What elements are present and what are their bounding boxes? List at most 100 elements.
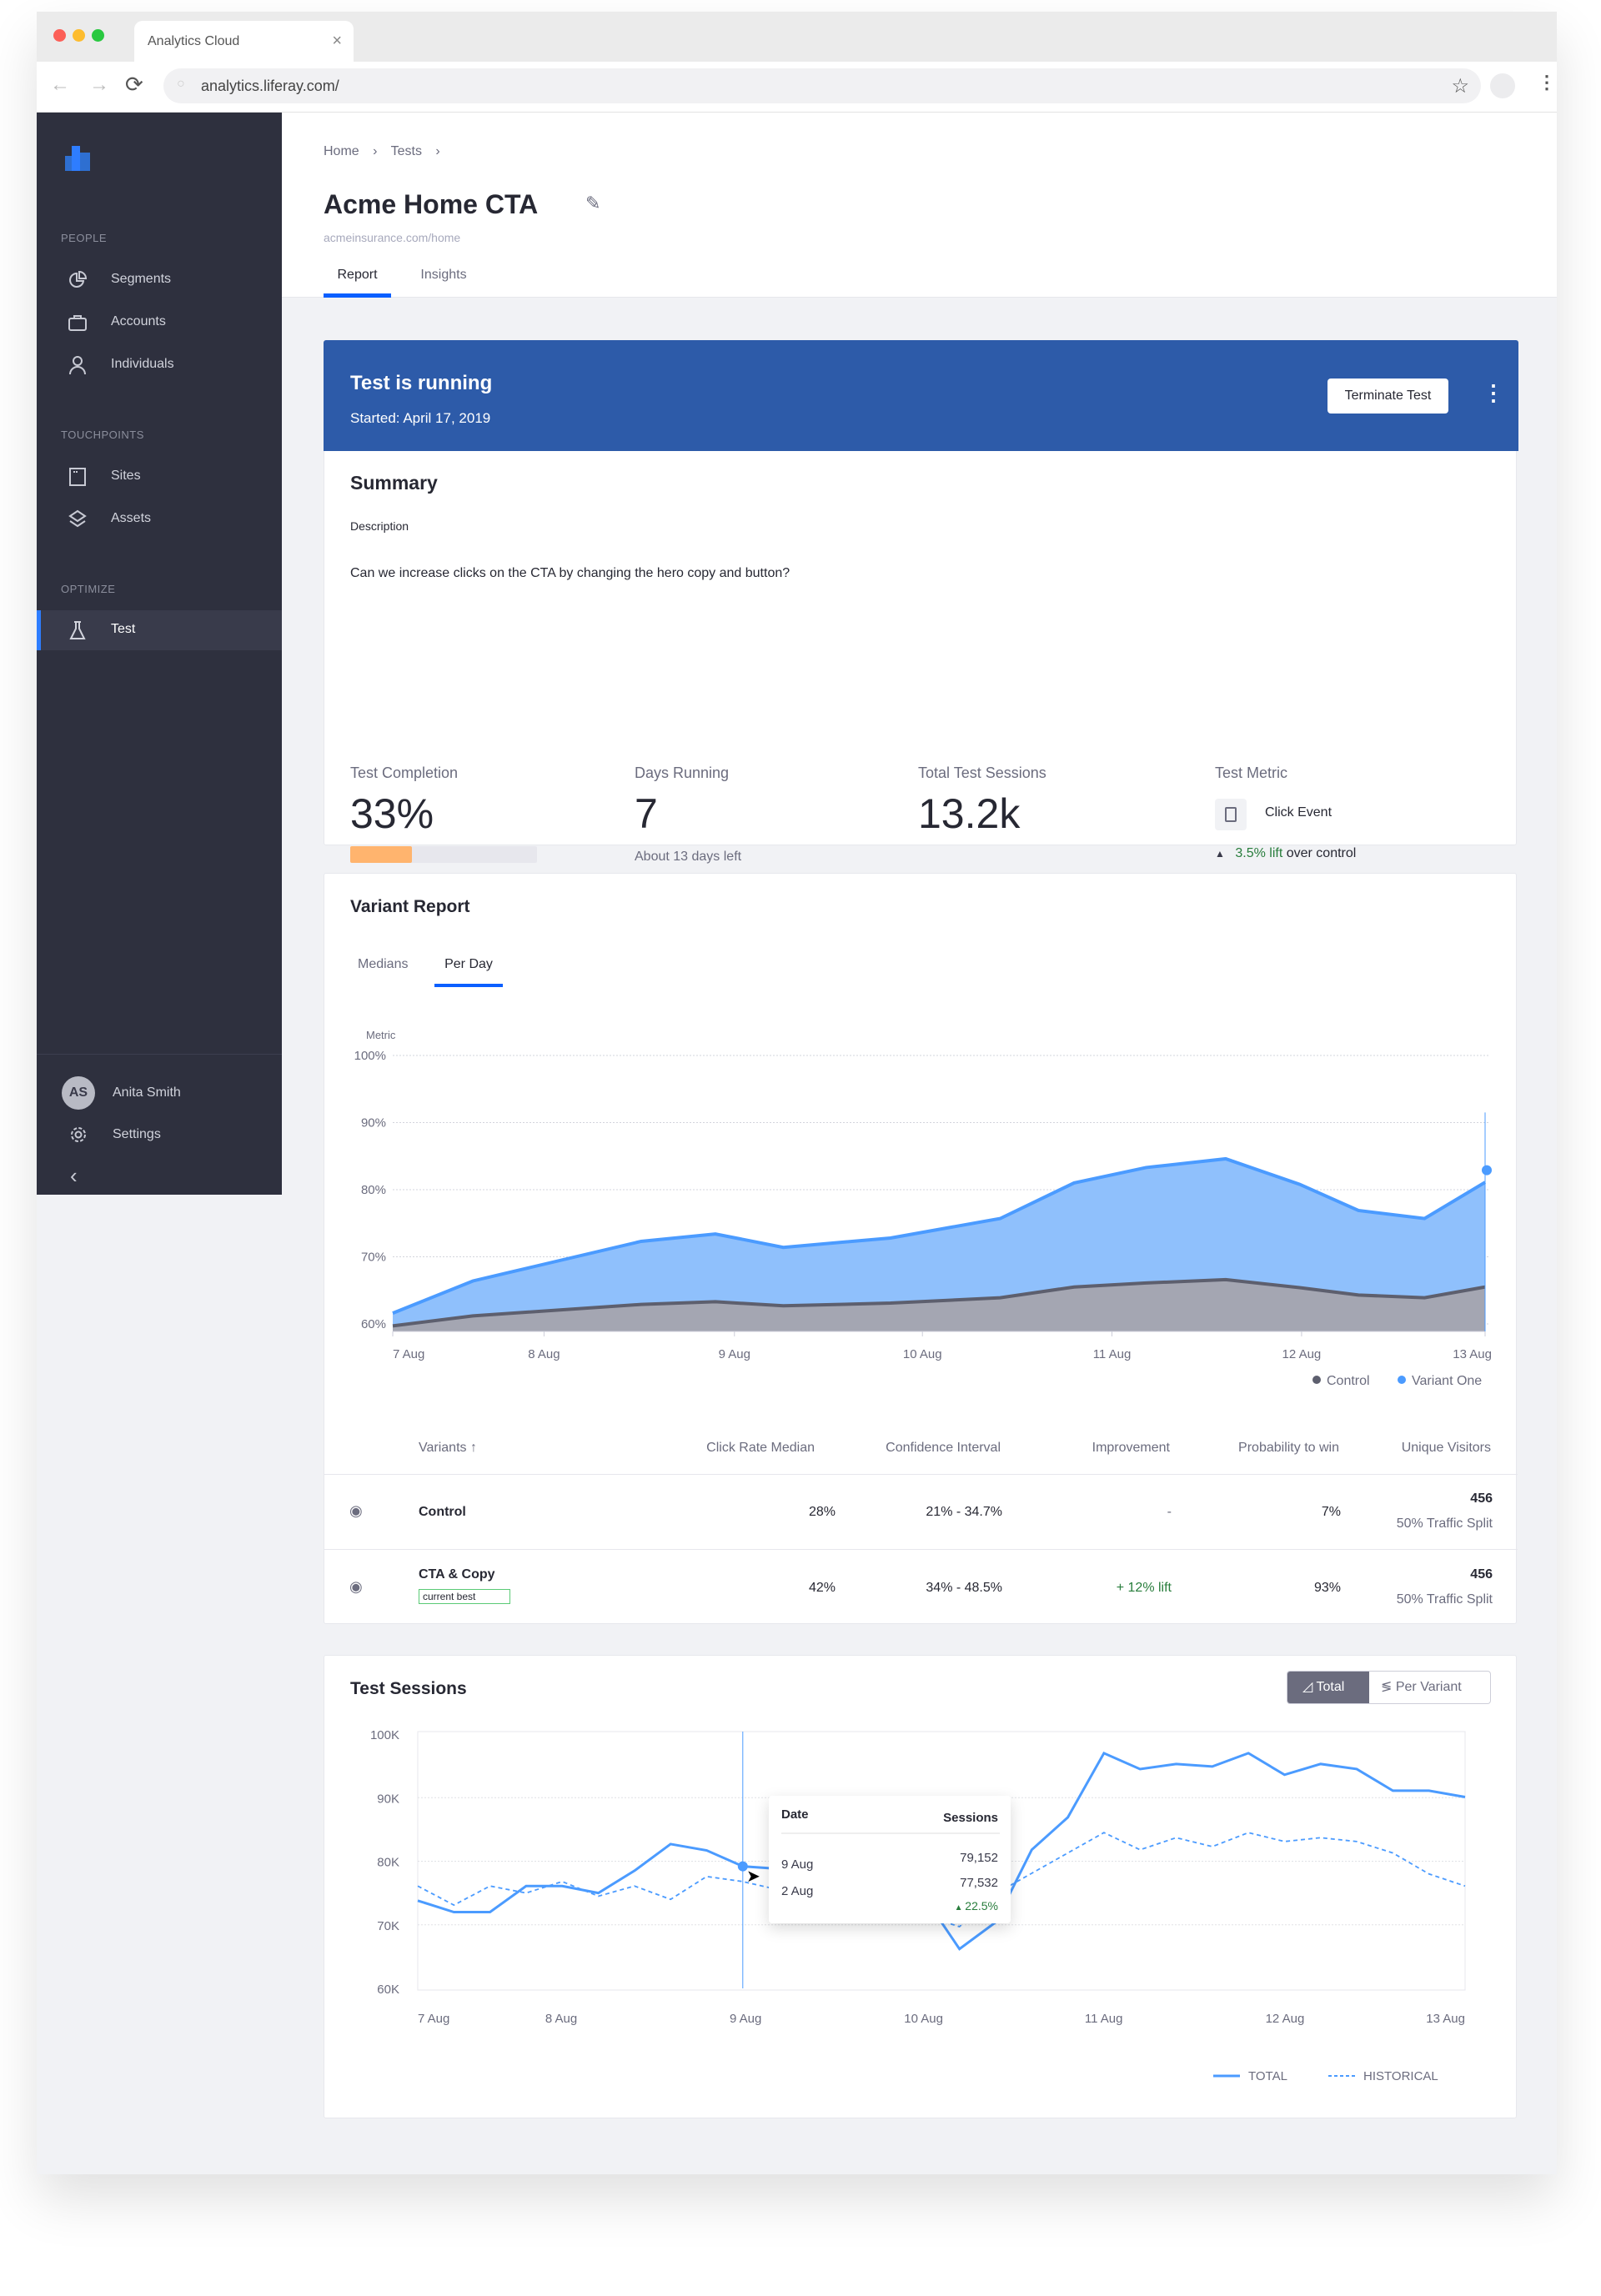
browser-menu-icon[interactable]: ⋮ (1538, 72, 1556, 93)
unique-visitors: 456 (1470, 1567, 1493, 1582)
mouse-cursor-icon: ➤ (746, 1867, 760, 1886)
traffic-split: 50% Traffic Split (1396, 1592, 1493, 1607)
header-click-rate-median[interactable]: Click Rate Median (706, 1441, 815, 1455)
tab-per-day[interactable]: Per Day (434, 957, 503, 987)
eye-icon[interactable]: ◉ (349, 1502, 363, 1519)
settings-link[interactable]: Settings (113, 1127, 161, 1141)
y-tick-label: 90% (361, 1116, 386, 1130)
legend-control-dot (1312, 1376, 1321, 1384)
y-tick-label: 100% (354, 1049, 386, 1063)
area-chart-icon: ◿ (1302, 1680, 1317, 1694)
search-icon: ○ (177, 77, 185, 91)
sidebar-item-label: Test (111, 622, 136, 636)
tab-insights[interactable]: Insights (420, 268, 467, 282)
tooltip-value: 77,532 (960, 1876, 998, 1890)
header-variants-label: Variants (419, 1441, 467, 1455)
edit-pencil-icon[interactable]: ✎ (585, 193, 601, 213)
variant-one-line (392, 1156, 1487, 1315)
control-area (393, 1279, 1485, 1331)
lift-suffix: over control (1286, 846, 1357, 860)
briefcase-icon (68, 315, 87, 331)
tab-medians[interactable]: Medians (358, 957, 409, 971)
browser-tab[interactable]: Analytics Cloud × (134, 21, 354, 63)
gear-icon (71, 1127, 86, 1142)
sidebar-item-individuals[interactable]: Individuals (37, 345, 282, 385)
sidebar-item-label: Sites (111, 469, 141, 483)
toggle-total-label: Total (1316, 1680, 1345, 1694)
completion-value: 33% (350, 790, 434, 837)
completion-label: Test Completion (350, 764, 459, 781)
header-probability-to-win[interactable]: Probability to win (1238, 1441, 1339, 1455)
tab-report[interactable]: Report (324, 259, 391, 298)
terminate-test-button[interactable]: Terminate Test (1327, 378, 1448, 414)
star-icon[interactable]: ☆ (1451, 75, 1469, 98)
toggle-per-variant-label: Per Variant (1395, 1680, 1462, 1694)
y-tick-label: 100K (370, 1728, 399, 1742)
kebab-menu-icon[interactable]: ⋮ (1483, 380, 1504, 405)
profile-avatar[interactable] (1490, 73, 1515, 98)
confidence-interval: 21% - 34.7% (926, 1505, 1002, 1519)
toggle-per-variant[interactable]: ≶ Per Variant (1369, 1672, 1490, 1703)
section-label-people: PEOPLE (61, 232, 108, 244)
sidebar-item-accounts[interactable]: Accounts (37, 303, 282, 343)
x-tick-label: 7 Aug (393, 1347, 424, 1361)
tooltip-divider (781, 1832, 1000, 1834)
click-rate-median: 42% (808, 1581, 836, 1595)
sidebar-item-segments[interactable]: Segments (37, 260, 282, 300)
close-window-button[interactable] (53, 29, 66, 42)
total-sessions-label: Total Test Sessions (918, 764, 1046, 781)
user-icon (69, 356, 86, 375)
maximize-window-button[interactable] (92, 29, 104, 42)
url-input[interactable]: ○ analytics.liferay.com/ ☆ (163, 68, 1481, 103)
sidebar-item-assets[interactable]: Assets (37, 499, 282, 539)
sidebar-item-test[interactable]: Test (37, 610, 282, 650)
historical-line (417, 1832, 1466, 1928)
probability-to-win: 7% (1321, 1505, 1341, 1519)
completion-progress-fill (350, 846, 412, 863)
header-confidence-interval[interactable]: Confidence Interval (886, 1441, 1001, 1455)
avatar[interactable]: AS (62, 1076, 95, 1110)
variant-per-day-chart: Metric 100% 90% 80% 70% 60% 7 Aug 8 Aug 9 Aug 10 … (354, 1029, 1492, 1388)
address-bar-row: ← → ⟳ ○ analytics.liferay.com/ ☆ ⋮ (37, 62, 1557, 113)
x-tick-label: 8 Aug (528, 1347, 560, 1361)
header-improvement[interactable]: Improvement (1092, 1441, 1170, 1455)
tooltip-change: ▲ 22.5% (955, 1899, 998, 1912)
breadcrumb-home[interactable]: Home (324, 144, 359, 158)
main-content: Home › Tests › Acme Home CTA ✎ acmeinsur… (282, 113, 1557, 2174)
page-title: Acme Home CTA (324, 189, 539, 219)
legend-control-label: Control (1327, 1374, 1370, 1388)
logo-icon (65, 146, 90, 171)
legend-variant-one-dot (1398, 1376, 1406, 1384)
forward-icon[interactable]: → (89, 73, 109, 96)
user-name[interactable]: Anita Smith (113, 1085, 181, 1100)
minimize-window-button[interactable] (73, 29, 85, 42)
collapse-sidebar-icon[interactable]: ‹ (70, 1163, 78, 1188)
x-tick-label: 13 Aug (1426, 2012, 1465, 2026)
test-metric-value: Click Event (1265, 805, 1332, 820)
header-unique-visitors[interactable]: Unique Visitors (1401, 1441, 1491, 1455)
variant-report-title: Variant Report (350, 897, 470, 916)
tooltip-date: 9 Aug (781, 1857, 814, 1872)
toggle-total[interactable]: ◿ Total (1287, 1672, 1369, 1703)
sidebar-item-sites[interactable]: Sites (37, 457, 282, 497)
eye-icon[interactable]: ◉ (349, 1578, 363, 1595)
y-tick-label: 80K (377, 1856, 399, 1870)
sidebar-divider (37, 1054, 282, 1055)
y-axis-label: Metric (366, 1029, 396, 1041)
reload-icon[interactable]: ⟳ (125, 72, 143, 97)
close-tab-icon[interactable]: × (332, 32, 342, 50)
x-tick-label: 9 Aug (730, 2012, 761, 2026)
breadcrumb-tests[interactable]: Tests (390, 144, 422, 158)
test-metric-label: Test Metric (1215, 764, 1288, 781)
tooltip-sessions-header: Sessions (943, 1811, 998, 1825)
flask-icon (69, 621, 86, 639)
section-label-optimize: OPTIMIZE (61, 583, 116, 595)
metric-lift: ▲ 3.5% lift over control (1215, 846, 1356, 861)
tooltip-date-header: Date (781, 1807, 809, 1822)
y-tick-label: 60% (361, 1317, 386, 1331)
chevron-right-icon: › (435, 144, 440, 158)
header-variants[interactable]: Variants ↑ (419, 1441, 477, 1456)
back-icon[interactable]: ← (50, 73, 70, 96)
x-tick-label: 10 Aug (904, 2012, 943, 2026)
view-toggle: ◿ Total ≶ Per Variant (1287, 1671, 1491, 1704)
